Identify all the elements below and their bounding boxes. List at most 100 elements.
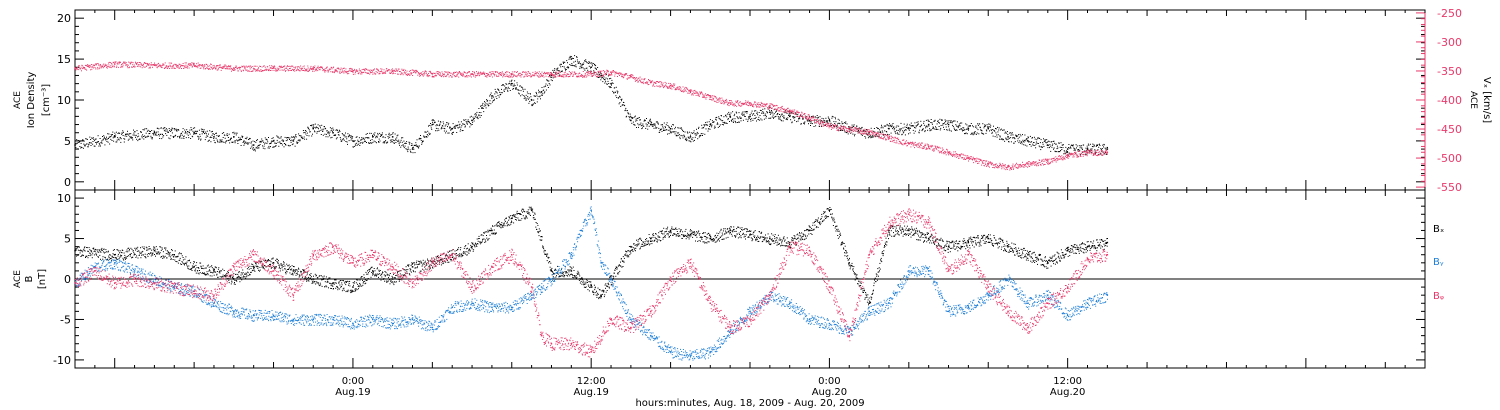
density-trace-dot xyxy=(512,85,514,87)
density-trace-dot xyxy=(733,120,735,122)
velocity-trace-dot xyxy=(293,70,294,72)
density-trace-dot xyxy=(632,121,634,123)
density-trace-dot xyxy=(389,139,391,141)
velocity-trace-dot xyxy=(269,67,271,69)
density-trace-dot xyxy=(907,127,909,129)
velocity-trace-dot xyxy=(121,66,123,68)
velocity-trace-dot xyxy=(123,62,125,64)
density-trace-dot xyxy=(637,117,639,119)
density-trace-dot xyxy=(745,118,747,120)
velocity-trace-dot xyxy=(559,72,561,73)
density-trace-dot xyxy=(751,118,753,120)
density-trace-dot xyxy=(193,133,195,135)
density-trace-dot xyxy=(746,112,748,114)
density-trace-dot xyxy=(157,131,159,133)
velocity-trace-dot xyxy=(273,69,275,71)
density-trace-dot xyxy=(388,134,390,136)
density-trace-dot xyxy=(246,136,248,138)
velocity-trace-dot xyxy=(375,71,377,73)
density-trace-dot xyxy=(776,109,778,111)
density-trace-dot xyxy=(937,120,939,122)
velocity-trace-dot xyxy=(894,137,896,139)
velocity-trace-dot xyxy=(441,74,443,76)
density-trace-dot xyxy=(225,140,227,142)
density-trace-dot xyxy=(611,79,613,81)
density-trace-dot xyxy=(327,132,329,134)
velocity-trace-dot xyxy=(719,99,721,101)
density-trace-dot xyxy=(846,123,848,125)
density-trace-dot xyxy=(794,119,796,121)
density-trace-dot xyxy=(1007,138,1009,140)
density-trace-dot xyxy=(821,126,823,127)
velocity-trace-dot xyxy=(799,115,801,117)
density-trace-dot xyxy=(407,146,409,148)
density-trace-dot xyxy=(1094,150,1096,152)
density-trace-dot xyxy=(866,133,868,135)
velocity-trace-dot xyxy=(758,106,760,108)
density-trace-dot xyxy=(396,137,398,139)
density-trace-dot xyxy=(300,135,302,137)
velocity-trace-dot xyxy=(449,72,451,74)
density-trace-dot xyxy=(1000,129,1002,131)
density-trace-dot xyxy=(1065,151,1067,153)
density-trace-dot xyxy=(415,142,417,144)
density-trace-dot xyxy=(908,129,910,131)
density-trace-dot xyxy=(939,118,941,120)
density-trace-dot xyxy=(571,64,573,66)
velocity-trace-dot xyxy=(739,102,741,104)
density-trace-dot xyxy=(789,113,791,115)
density-trace-dot xyxy=(621,98,623,100)
density-trace-dot xyxy=(534,102,535,104)
velocity-trace-dot xyxy=(589,71,591,73)
velocity-trace-dot xyxy=(233,69,235,71)
velocity-trace-dot xyxy=(563,72,565,74)
density-trace-dot xyxy=(1076,145,1078,147)
density-trace-dot xyxy=(579,67,581,69)
velocity-trace-dot xyxy=(131,61,133,63)
density-trace-dot xyxy=(210,141,212,143)
density-trace-dot xyxy=(428,124,430,126)
density-trace-dot xyxy=(378,142,380,143)
velocity-trace-dot xyxy=(727,103,729,104)
density-trace-dot xyxy=(133,134,135,136)
velocity-trace-dot xyxy=(547,73,549,75)
density-trace-dot xyxy=(278,137,280,139)
velocity-trace-dot xyxy=(779,110,780,112)
density-trace-dot xyxy=(381,134,383,135)
density-trace-dot xyxy=(1099,145,1101,146)
density-trace-dot xyxy=(1008,137,1010,139)
density-trace-dot xyxy=(1018,142,1020,144)
density-trace-dot xyxy=(400,139,402,141)
velocity-trace-dot xyxy=(238,67,240,68)
density-trace-dot xyxy=(183,136,184,138)
density-trace-dot xyxy=(877,128,879,130)
density-trace-dot xyxy=(750,118,751,120)
velocity-trace-dot xyxy=(863,132,865,134)
velocity-trace-dot xyxy=(229,66,231,67)
density-trace-dot xyxy=(125,133,127,135)
velocity-trace-dot xyxy=(777,107,779,109)
density-trace-dot xyxy=(594,63,595,65)
density-trace-dot xyxy=(94,145,96,147)
density-trace-dot xyxy=(827,116,829,118)
density-trace-dot xyxy=(963,129,965,131)
density-trace-dot xyxy=(395,138,396,140)
density-trace-dot xyxy=(755,116,757,118)
velocity-trace-dot xyxy=(793,113,795,115)
velocity-trace-dot xyxy=(479,72,481,74)
velocity-trace-dot xyxy=(191,66,193,68)
density-trace-dot xyxy=(889,123,890,125)
velocity-trace-dot xyxy=(355,70,357,72)
density-trace-dot xyxy=(1096,145,1098,146)
density-trace-dot xyxy=(543,89,545,91)
velocity-trace-dot xyxy=(617,72,619,74)
density-trace-dot xyxy=(754,117,756,119)
density-trace-dot xyxy=(610,77,612,79)
velocity-trace-dot xyxy=(720,100,722,102)
velocity-trace-dot xyxy=(493,75,495,77)
velocity-trace-dot xyxy=(659,81,661,83)
velocity-trace-dot xyxy=(609,74,611,76)
density-trace-dot xyxy=(646,124,648,126)
velocity-trace-dot xyxy=(615,71,617,73)
velocity-trace-dot xyxy=(283,65,285,67)
